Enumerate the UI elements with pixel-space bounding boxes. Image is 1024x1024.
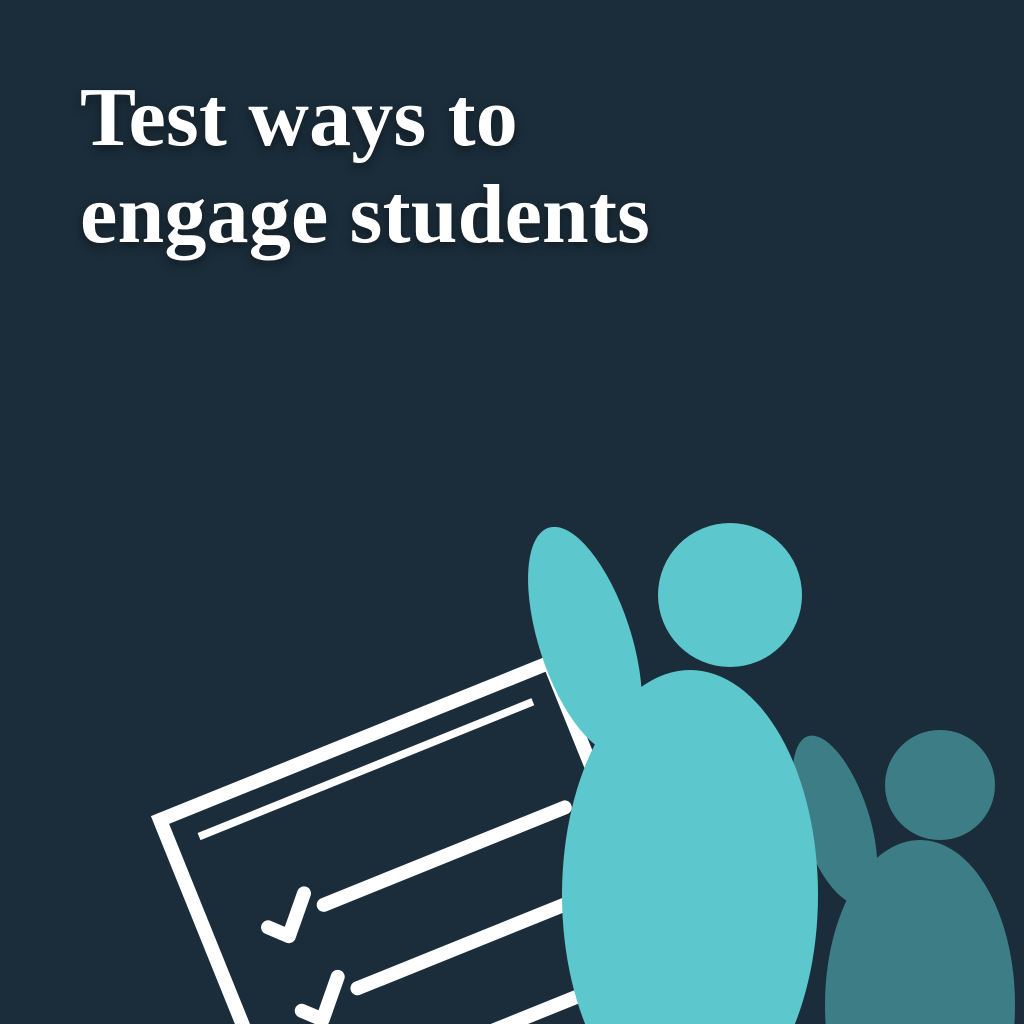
clipboard-icon bbox=[160, 663, 752, 1024]
person-front-icon bbox=[505, 514, 818, 1024]
person-back-icon bbox=[775, 726, 1015, 1024]
headline-line-1: Test ways to bbox=[80, 71, 518, 164]
headline: Test ways to engage students bbox=[80, 70, 944, 263]
infographic-card: Test ways to engage students bbox=[0, 0, 1024, 1024]
headline-line-2: engage students bbox=[80, 168, 650, 261]
